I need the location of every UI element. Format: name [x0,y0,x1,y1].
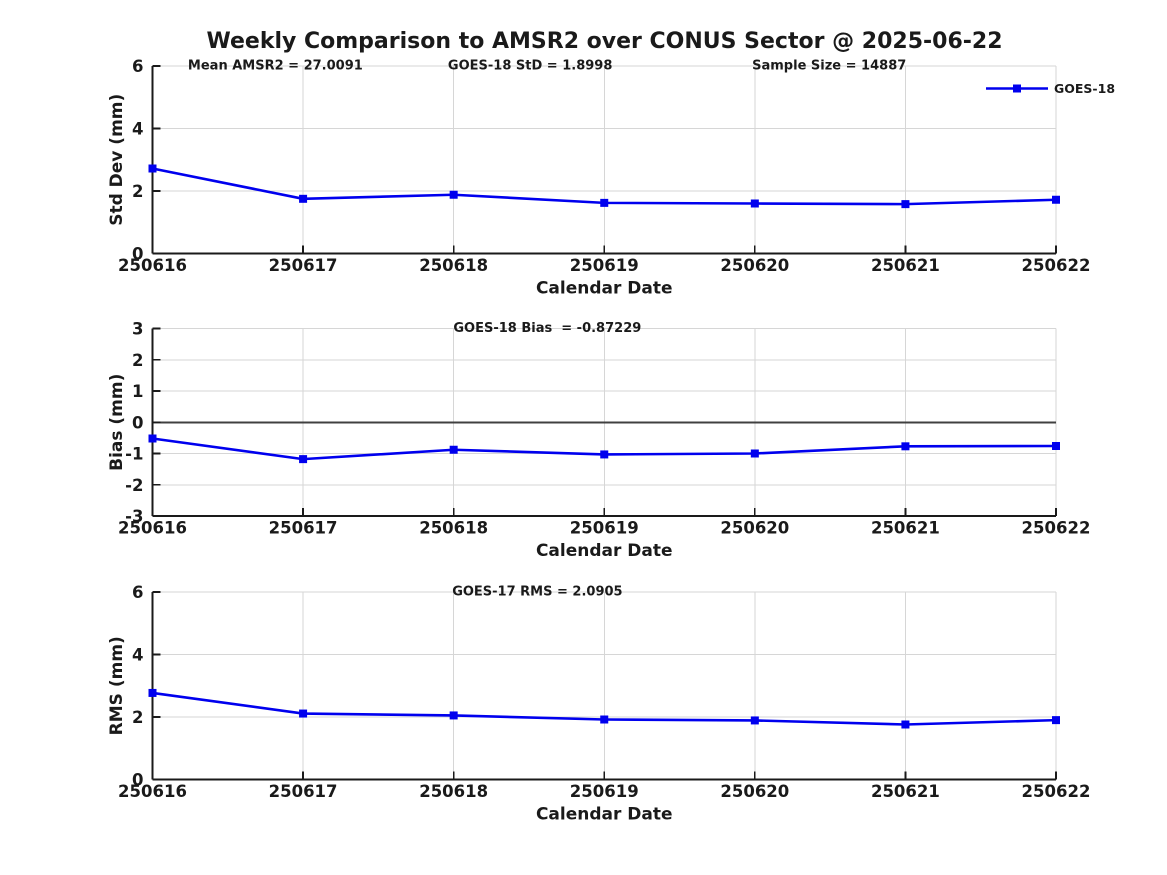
annotation: GOES-17 RMS = 2.0905 [452,585,622,600]
std-dev-marker [449,190,458,199]
x-tick-label: 250622 [1022,256,1091,275]
y-tick-label: -3 [125,507,143,526]
rms-marker [600,715,609,724]
std-dev-marker [600,198,609,207]
x-tick-label: 250616 [118,782,187,801]
x-tick-label: 250619 [570,782,639,801]
annotation: GOES-18 Bias = -0.87229 [453,321,641,336]
x-tick-label: 250620 [720,256,789,275]
y-tick-label: 2 [132,351,143,370]
rms-marker [1052,716,1060,725]
x-tick-label: 250622 [1022,782,1091,801]
y-axis-label: Std Dev (mm) [107,94,127,226]
x-tick-label: 250621 [871,256,940,275]
bias-marker [449,445,458,454]
y-tick-label: -1 [125,445,143,464]
std-dev-marker [299,194,308,203]
x-axis-label: Calendar Date [536,805,673,825]
x-tick-label: 250622 [1022,519,1091,538]
x-tick-label: 250620 [720,782,789,801]
x-tick-label: 250618 [419,519,488,538]
std-dev-marker [750,199,759,208]
rms-marker [449,711,458,720]
bias-marker [750,449,759,458]
subplot-rms: 0 2 4 6 250616 250617 250618 250619 250620 250621… [107,583,1090,825]
rms-marker [750,716,759,725]
bias-marker [901,442,910,451]
figure-title: Weekly Comparison to AMSR2 over CONUS Se… [206,29,1003,54]
annotation: Mean AMSR2 = 27.0091 [188,59,363,74]
bias-marker [148,434,157,443]
bias-marker [1052,442,1060,450]
annotation: GOES-18 StD = 1.8998 [448,59,612,74]
std-dev-marker [1052,195,1060,204]
rms-marker [148,688,157,697]
std-dev-marker [148,164,157,173]
y-tick-label: 0 [132,771,143,790]
x-tick-label: 250616 [118,519,187,538]
legend-label: GOES-18 [1054,81,1115,96]
y-tick-label: 6 [132,57,143,76]
x-axis-label: Calendar Date [536,279,673,299]
std-dev-marker [901,200,910,209]
y-tick-label: 0 [132,245,143,264]
y-tick-label: 6 [132,583,143,602]
y-tick-label: 2 [132,708,143,727]
legend: GOES-18 [986,81,1115,96]
y-axis-label: RMS (mm) [107,636,127,735]
y-tick-label: 4 [132,646,143,665]
x-tick-label: 250616 [118,256,187,275]
y-tick-label: 3 [132,320,143,339]
x-tick-label: 250618 [419,256,488,275]
y-tick-label: 0 [132,413,143,432]
x-tick-label: 250621 [871,519,940,538]
y-tick-label: -2 [125,476,143,495]
y-tick-label: 1 [132,382,143,401]
bias-marker [600,450,609,459]
legend-marker-sample [1013,84,1021,93]
subplot-std-dev: 0 2 4 6 250616 250617 250618 250619 250620 250621… [107,57,1090,299]
x-tick-label: 250618 [419,782,488,801]
x-tick-label: 250620 [720,519,789,538]
x-tick-label: 250617 [269,519,338,538]
rms-marker [299,709,308,718]
x-axis-label: Calendar Date [536,541,673,561]
x-tick-label: 250621 [871,782,940,801]
x-tick-label: 250617 [269,782,338,801]
x-tick-label: 250619 [570,519,639,538]
y-tick-label: 2 [132,182,143,201]
x-tick-label: 250617 [269,256,338,275]
rms-marker [901,720,910,729]
x-tick-label: 250619 [570,256,639,275]
annotation: Sample Size = 14887 [752,59,906,74]
bias-marker [299,455,308,464]
y-axis-label: Bias (mm) [107,374,127,471]
subplot-bias: -3 -2 -1 0 1 2 3 250616 250617 250618 250619 250620… [107,320,1090,562]
y-tick-label: 4 [132,120,143,139]
